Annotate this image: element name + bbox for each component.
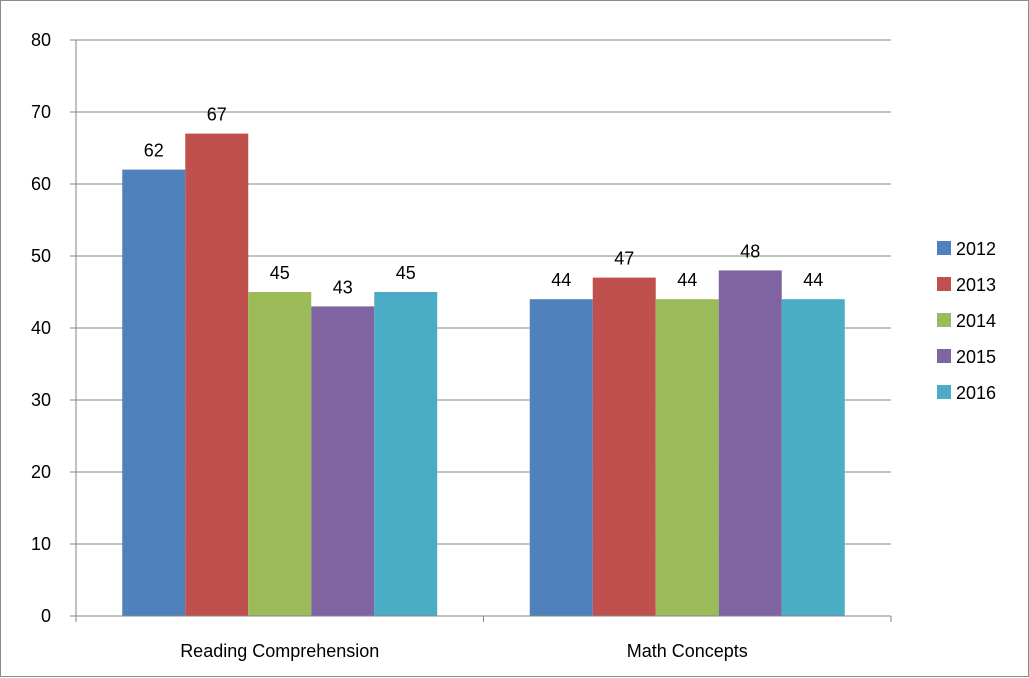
data-label: 44 xyxy=(551,270,571,290)
data-label: 44 xyxy=(677,270,697,290)
data-label: 43 xyxy=(333,277,353,297)
legend-swatch xyxy=(937,385,951,399)
y-tick-label: 70 xyxy=(31,102,51,122)
y-tick-label: 40 xyxy=(31,318,51,338)
y-tick-label: 0 xyxy=(41,606,51,626)
y-tick-label: 10 xyxy=(31,534,51,554)
x-category-label: Reading Comprehension xyxy=(180,641,379,661)
bar xyxy=(374,292,438,616)
bar xyxy=(781,299,845,616)
data-label: 67 xyxy=(207,105,227,125)
legend-label: 2015 xyxy=(956,347,996,367)
data-labels: 62 44 67 47 45 44 43 48 45 44 xyxy=(144,105,824,298)
legend-swatch xyxy=(937,313,951,327)
bar xyxy=(592,277,656,616)
data-label: 48 xyxy=(740,241,760,261)
bar xyxy=(122,169,186,616)
data-label: 44 xyxy=(803,270,823,290)
legend-swatch xyxy=(937,241,951,255)
legend-swatch xyxy=(937,277,951,291)
legend-label: 2013 xyxy=(956,275,996,295)
bar xyxy=(655,299,719,616)
bar xyxy=(185,133,249,616)
bar xyxy=(311,306,375,616)
data-label: 45 xyxy=(270,263,290,283)
legend-swatch xyxy=(937,349,951,363)
y-tick-label: 80 xyxy=(31,30,51,50)
legend-label: 2016 xyxy=(956,383,996,403)
y-tick-label: 50 xyxy=(31,246,51,266)
data-label: 47 xyxy=(614,249,634,269)
y-tick-label: 20 xyxy=(31,462,51,482)
bars xyxy=(122,133,845,616)
bar xyxy=(529,299,593,616)
legend-label: 2014 xyxy=(956,311,996,331)
x-category-label: Math Concepts xyxy=(627,641,748,661)
bar xyxy=(248,292,312,616)
bar xyxy=(718,270,782,616)
y-tick-label: 30 xyxy=(31,390,51,410)
legend-label: 2012 xyxy=(956,239,996,259)
axes: 0 10 20 30 40 50 60 70 80 Reading Comprehension Ma… xyxy=(31,30,892,661)
data-label: 62 xyxy=(144,141,164,161)
data-label: 45 xyxy=(396,263,416,283)
y-tick-label: 60 xyxy=(31,174,51,194)
legend: 2012 2013 2014 2015 2016 xyxy=(937,239,996,403)
